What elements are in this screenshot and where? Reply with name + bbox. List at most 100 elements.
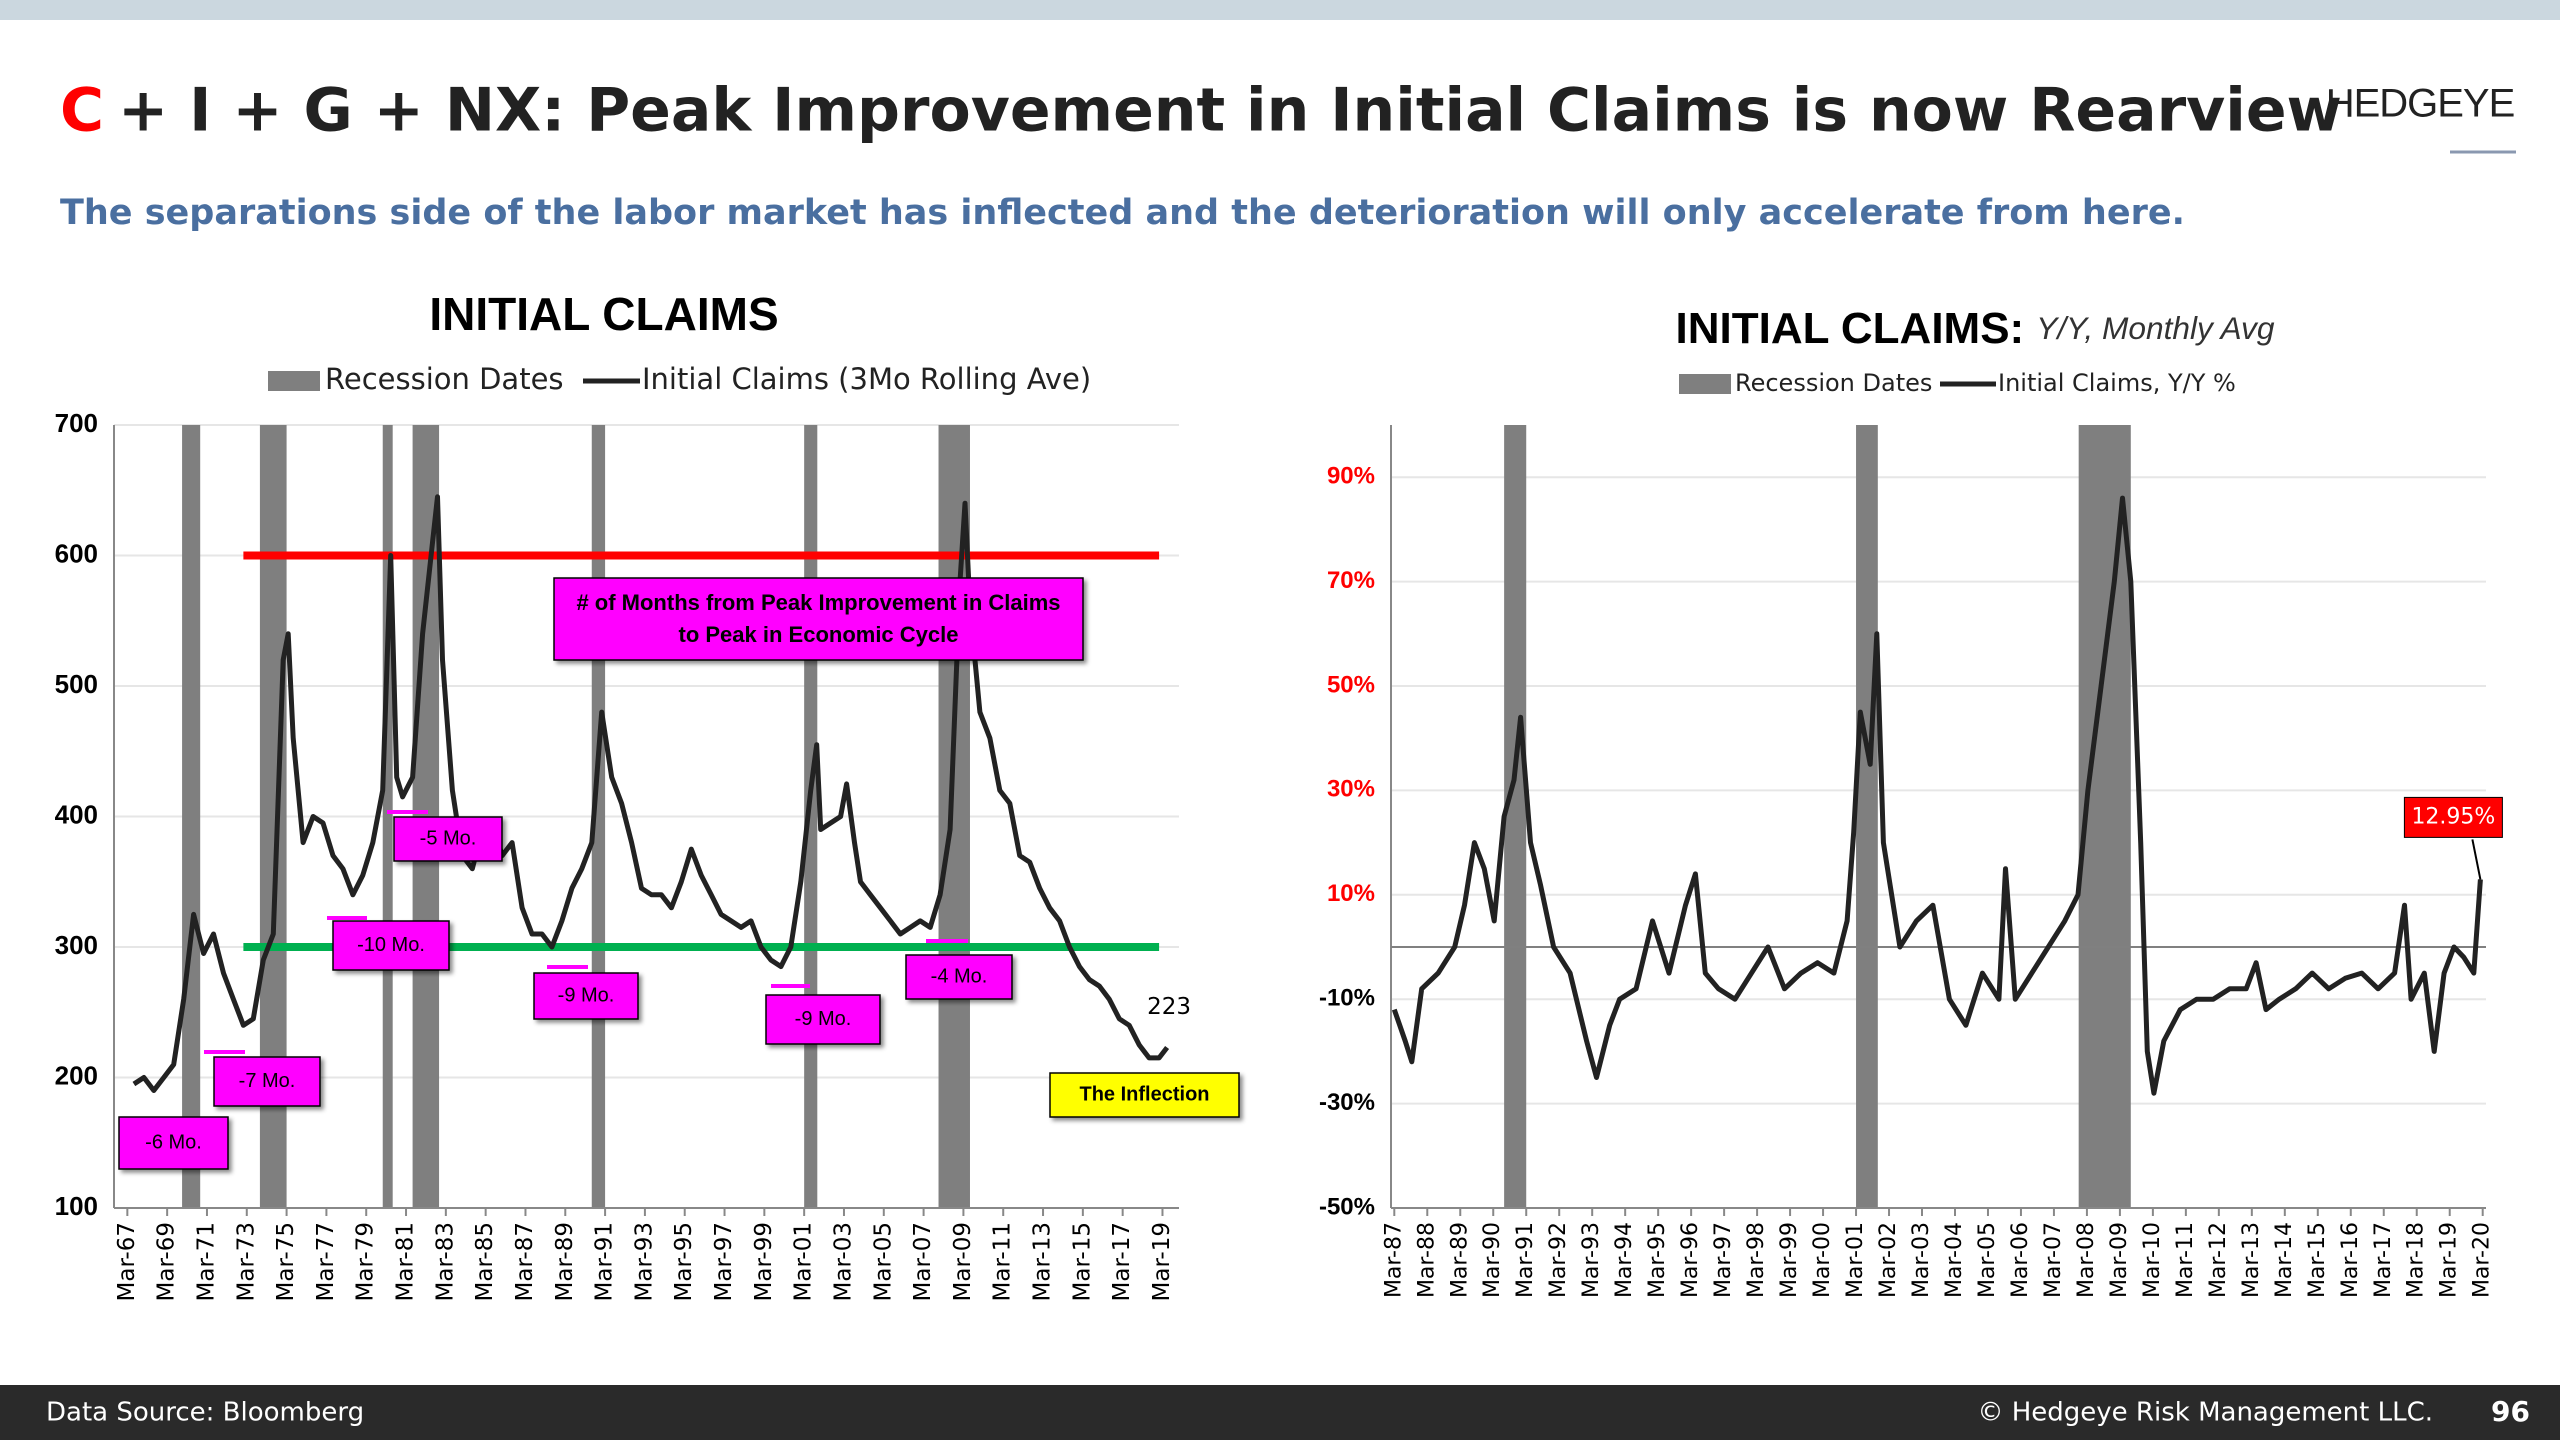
y-tick-label: 50% xyxy=(1327,671,1375,698)
x-tick-label: Mar-67 xyxy=(114,1222,140,1302)
x-tick-label: Mar-20 xyxy=(2470,1222,2495,1298)
top-band xyxy=(0,0,2560,20)
legend-swatch xyxy=(1679,374,1731,394)
x-tick-label: Mar-00 xyxy=(1810,1222,1835,1298)
x-tick-label: Mar-07 xyxy=(910,1222,936,1302)
annotation-box xyxy=(765,994,881,1045)
x-tick-label: Mar-11 xyxy=(2173,1222,2198,1298)
x-tick-label: Mar-97 xyxy=(711,1222,737,1302)
x-tick-label: Mar-93 xyxy=(631,1222,657,1302)
x-tick-label: Mar-09 xyxy=(2107,1222,2132,1298)
chart-title: INITIAL CLAIMS xyxy=(429,288,778,340)
annotation-box xyxy=(332,920,450,971)
x-tick-label: Mar-98 xyxy=(1744,1222,1769,1298)
x-tick-label: Mar-03 xyxy=(830,1222,856,1302)
y-tick-label: 30% xyxy=(1327,776,1375,803)
data-label: 223 xyxy=(1147,994,1191,1020)
x-tick-label: Mar-89 xyxy=(1447,1222,1472,1298)
annotation-text: -10 Mo. xyxy=(357,934,425,956)
x-tick-label: Mar-18 xyxy=(2404,1222,2429,1298)
x-tick-label: Mar-89 xyxy=(552,1222,578,1302)
x-tick-label: Mar-13 xyxy=(1030,1222,1056,1302)
footer-band xyxy=(0,1385,2560,1440)
y-tick-label: 300 xyxy=(55,930,98,960)
footer-copyright: © Hedgeye Risk Management LLC. xyxy=(1977,1398,2433,1428)
recession-band xyxy=(182,425,201,1208)
x-tick-label: Mar-07 xyxy=(2041,1222,2066,1298)
series-line xyxy=(1391,495,2483,1096)
x-tick-label: Mar-19 xyxy=(1149,1222,1175,1302)
data-label: 12.95% xyxy=(2411,804,2495,829)
chart-title-main: INITIAL CLAIMS: xyxy=(1676,304,2025,353)
annotation-box xyxy=(118,1116,229,1170)
annotation-text: The Inflection xyxy=(1080,1083,1210,1105)
footer-source: Data Source: Bloomberg xyxy=(46,1398,364,1428)
series-line xyxy=(132,494,1170,1093)
y-tick-label: 400 xyxy=(55,799,98,829)
x-tick-label: Mar-11 xyxy=(990,1222,1016,1302)
x-tick-label: Mar-77 xyxy=(313,1222,339,1302)
annotation-text: -5 Mo. xyxy=(420,827,477,849)
y-tick-label: 100 xyxy=(55,1191,98,1221)
x-tick-label: Mar-90 xyxy=(1480,1222,1505,1298)
y-tick-label: -50% xyxy=(1319,1193,1375,1220)
y-tick-label: 70% xyxy=(1327,567,1375,594)
x-tick-label: Mar-93 xyxy=(1579,1222,1604,1298)
x-tick-label: Mar-97 xyxy=(1711,1222,1736,1298)
annotation-text: -4 Mo. xyxy=(931,965,988,987)
x-tick-label: Mar-16 xyxy=(2338,1222,2363,1298)
chart: INITIAL CLAIMS Recession Dates Initial Cla… xyxy=(55,288,1240,1302)
annotation-box xyxy=(533,972,639,1020)
legend-swatch xyxy=(268,371,320,391)
x-tick-label: Mar-03 xyxy=(1909,1222,1934,1298)
chart: INITIAL CLAIMS: Y/Y, Monthly Avg Recession… xyxy=(1319,304,2503,1298)
x-tick-label: Mar-79 xyxy=(353,1222,379,1302)
x-tick-label: Mar-17 xyxy=(1109,1222,1135,1302)
y-tick-label: 700 xyxy=(55,408,98,438)
logo: HEDGEYE xyxy=(2326,82,2515,126)
annotation-box xyxy=(1049,1072,1240,1118)
annotation-box xyxy=(905,954,1013,1000)
x-tick-label: Mar-13 xyxy=(2239,1222,2264,1298)
annotation-box xyxy=(393,816,503,862)
x-tick-label: Mar-04 xyxy=(1942,1222,1967,1298)
title-prefix: C xyxy=(60,76,104,146)
recession-band xyxy=(1856,425,1878,1208)
legend-label: Recession Dates xyxy=(1735,369,1932,397)
chart-title: INITIAL CLAIMS: Y/Y, Monthly Avg xyxy=(1676,304,2275,353)
y-tick-label: 10% xyxy=(1327,880,1375,907)
annotation-box xyxy=(553,577,1084,661)
x-tick-label: Mar-85 xyxy=(472,1222,498,1302)
x-tick-label: Mar-75 xyxy=(273,1222,299,1302)
x-tick-label: Mar-01 xyxy=(791,1222,817,1302)
callout-box xyxy=(2403,796,2503,838)
x-tick-label: Mar-99 xyxy=(1777,1222,1802,1298)
x-tick-label: Mar-17 xyxy=(2371,1222,2396,1298)
x-tick-label: Mar-19 xyxy=(2437,1222,2462,1298)
x-tick-label: Mar-06 xyxy=(2008,1222,2033,1298)
x-tick-label: Mar-12 xyxy=(2206,1222,2231,1298)
x-tick-label: Mar-08 xyxy=(2074,1222,2099,1298)
x-tick-label: Mar-01 xyxy=(1843,1222,1868,1298)
annotation-text: -9 Mo. xyxy=(558,984,615,1006)
recession-band xyxy=(382,425,393,1208)
x-tick-label: Mar-83 xyxy=(432,1222,458,1302)
x-tick-label: Mar-87 xyxy=(1381,1222,1406,1298)
subtitle: The separations side of the labor market… xyxy=(60,193,2185,233)
x-tick-label: Mar-87 xyxy=(512,1222,538,1302)
x-tick-label: Mar-94 xyxy=(1612,1222,1637,1298)
x-tick-label: Mar-91 xyxy=(592,1222,618,1302)
x-tick-label: Mar-81 xyxy=(393,1222,419,1302)
x-tick-label: Mar-96 xyxy=(1678,1222,1703,1298)
x-tick-label: Mar-02 xyxy=(1876,1222,1901,1298)
x-tick-label: Mar-88 xyxy=(1414,1222,1439,1298)
x-tick-label: Mar-69 xyxy=(154,1222,180,1302)
legend-label: Recession Dates xyxy=(325,362,564,396)
annotation-text: -7 Mo. xyxy=(239,1070,296,1092)
x-tick-label: Mar-09 xyxy=(950,1222,976,1302)
x-tick-label: Mar-99 xyxy=(751,1222,777,1302)
y-tick-label: 200 xyxy=(55,1060,98,1090)
recession-band xyxy=(1504,425,1527,1208)
